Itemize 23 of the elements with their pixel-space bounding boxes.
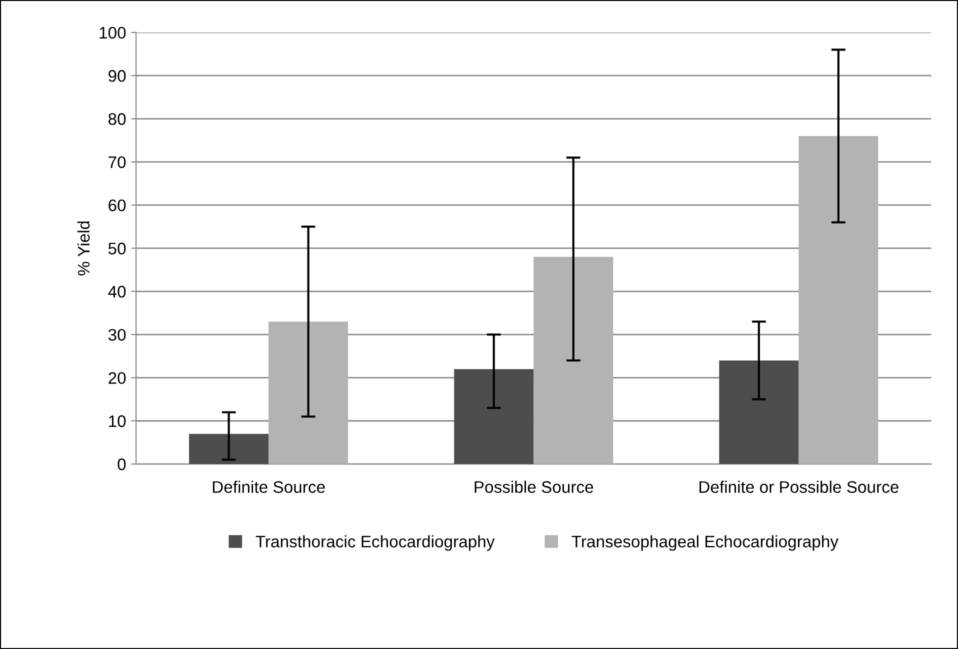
bar: [268, 322, 348, 464]
bar: [719, 360, 799, 464]
bar: [534, 256, 614, 464]
y-tick-label: 80: [108, 113, 126, 125]
y-tick-label: 0: [118, 458, 126, 470]
y-tick-label: 20: [108, 372, 126, 384]
y-tick-label: 50: [108, 242, 126, 254]
legend-label: Transesophageal Echocardiography: [572, 535, 838, 551]
x-tick-label: Possible Source: [474, 480, 594, 493]
x-tick-label: Definite Source: [212, 480, 325, 493]
y-tick-label: 90: [108, 70, 126, 82]
y-tick-label: 10: [109, 415, 126, 428]
y-tick-label: 60: [108, 199, 126, 212]
y-tick-label: 70: [108, 156, 126, 168]
y-tick-label: 100: [100, 26, 126, 39]
y-tick-label: 40: [108, 286, 126, 298]
y-tick-label: 30: [108, 328, 126, 341]
bar: [454, 369, 534, 464]
y-axis-title: % Yield: [77, 222, 90, 276]
bar: [798, 136, 878, 464]
legend-label: Transthoracic Echocardiography: [256, 535, 495, 551]
bar: [189, 434, 269, 464]
x-tick-label: Definite or Possible Source: [700, 480, 898, 493]
